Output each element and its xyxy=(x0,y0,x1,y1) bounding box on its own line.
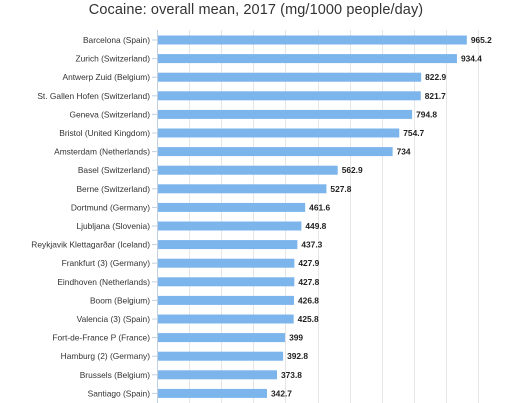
bar xyxy=(158,295,295,305)
bar xyxy=(158,54,457,64)
chart-title: Cocaine: overall mean, 2017 (mg/1000 peo… xyxy=(88,2,424,18)
category-label: Valencia (3) (Spain) xyxy=(77,314,151,324)
value-label: 965.2 xyxy=(471,35,492,45)
value-label: 437.3 xyxy=(301,240,322,250)
bar xyxy=(158,184,327,194)
bar xyxy=(158,370,277,380)
value-label: 426.8 xyxy=(298,295,319,305)
category-label: Bristol (United Kingdom) xyxy=(59,128,150,138)
value-label: 821.7 xyxy=(425,91,446,101)
bar xyxy=(158,109,413,119)
value-label: 934.4 xyxy=(461,54,482,64)
category-label: Barcelona (Spain) xyxy=(83,35,150,45)
category-label: Ljubljana (Slovenia) xyxy=(76,221,150,231)
category-labels: Barcelona (Spain) Zurich (Switzerland) Ant… xyxy=(31,35,157,398)
category-label: Zurich (Switzerland) xyxy=(76,54,151,64)
value-label: 449.8 xyxy=(305,221,326,231)
bar xyxy=(158,333,286,343)
category-label: St. Gallen Hofen (Switzerland) xyxy=(37,91,150,101)
category-label: Berne (Switzerland) xyxy=(76,184,150,194)
bar xyxy=(158,202,306,212)
value-label: 822.9 xyxy=(425,72,446,82)
category-label: Frankfurt (3) (Germany) xyxy=(62,258,151,268)
bar xyxy=(158,165,338,175)
bar xyxy=(158,128,400,138)
value-label: 427.9 xyxy=(298,258,319,268)
value-label: 399 xyxy=(289,333,303,343)
category-label: Eindhoven (Netherlands) xyxy=(57,277,150,287)
gridlines xyxy=(157,30,479,403)
bar xyxy=(158,240,298,250)
bar xyxy=(158,258,295,268)
value-label: 342.7 xyxy=(271,388,292,398)
value-label: 754.7 xyxy=(403,128,424,138)
bar xyxy=(158,388,268,398)
value-label: 461.6 xyxy=(309,202,330,212)
category-label: Hamburg (2) (Germany) xyxy=(61,351,151,361)
bar xyxy=(158,35,467,45)
value-label: 527.8 xyxy=(330,184,351,194)
bar xyxy=(158,221,302,231)
bar xyxy=(158,72,422,82)
category-label: Dortmund (Germany) xyxy=(71,202,150,212)
bar xyxy=(158,147,393,157)
bars xyxy=(158,35,467,398)
value-labels: 965.2 934.4 822.9 821.7 794.8 754.7 734 562.9 52… xyxy=(271,35,492,398)
bar xyxy=(158,91,421,101)
category-label: Brussels (Belgium) xyxy=(80,370,150,380)
category-label: Basel (Switzerland) xyxy=(78,165,150,175)
category-label: Antwerp Zuid (Belgium) xyxy=(62,72,150,82)
category-label: Reykjavik Klettagarðar (Iceland) xyxy=(31,240,150,250)
value-label: 392.8 xyxy=(287,351,308,361)
category-label: Boom (Belgium) xyxy=(90,295,150,305)
category-label: Geneva (Switzerland) xyxy=(69,109,150,119)
bar xyxy=(158,277,295,287)
category-label: Amsterdam (Netherlands) xyxy=(54,147,150,157)
value-label: 562.9 xyxy=(342,165,363,175)
bar xyxy=(158,314,294,324)
value-label: 373.8 xyxy=(281,370,302,380)
value-label: 425.8 xyxy=(298,314,319,324)
category-label: Fort-de-France P (France) xyxy=(52,333,150,343)
value-label: 794.8 xyxy=(416,109,437,119)
category-label: Santiago (Spain) xyxy=(88,388,151,398)
value-label: 427.8 xyxy=(298,277,319,287)
bar xyxy=(158,351,284,361)
value-label: 734 xyxy=(397,147,411,157)
